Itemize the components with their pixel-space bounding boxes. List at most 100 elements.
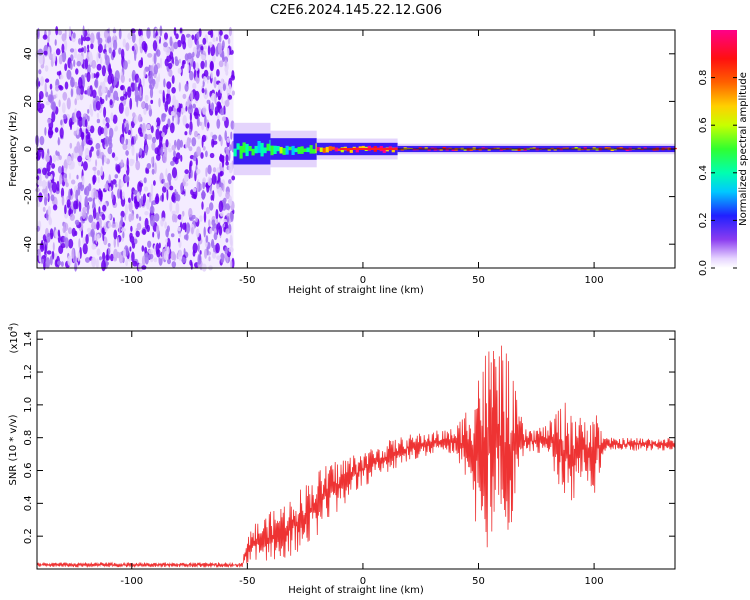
noise-speckle (210, 102, 215, 112)
noise-speckle (85, 134, 91, 145)
noise-speckle (207, 122, 210, 129)
noise-speckle (101, 65, 106, 77)
noise-speckle (184, 53, 189, 61)
noise-speckle (82, 36, 87, 42)
noise-speckle (85, 234, 89, 245)
noise-speckle (41, 258, 45, 264)
noise-speckle (173, 150, 176, 158)
noise-speckle (180, 65, 183, 77)
noise-speckle (139, 86, 142, 98)
noise-speckle (221, 158, 225, 168)
noise-speckle (113, 156, 119, 161)
noise-speckle (133, 190, 138, 195)
noise-speckle (187, 36, 193, 49)
noise-speckle (181, 60, 185, 69)
noise-speckle (86, 205, 89, 215)
noise-speckle (188, 146, 193, 152)
noise-speckle (137, 127, 142, 135)
noise-speckle (165, 168, 168, 178)
noise-speckle (175, 33, 179, 40)
noise-speckle (191, 137, 197, 147)
noise-speckle (46, 250, 52, 255)
noise-speckle (216, 218, 219, 225)
noise-speckle (81, 175, 85, 186)
noise-speckle (107, 42, 113, 50)
noise-speckle (152, 40, 158, 52)
noise-speckle (59, 174, 63, 185)
noise-speckle (230, 212, 234, 221)
noise-speckle (221, 50, 225, 61)
noise-speckle (152, 231, 155, 238)
noise-speckle (51, 163, 56, 169)
noise-speckle (38, 81, 41, 87)
noise-speckle (84, 58, 89, 70)
noise-speckle (195, 62, 199, 71)
noise-speckle (76, 126, 79, 136)
signal-cell (418, 147, 422, 150)
noise-speckle (49, 94, 54, 104)
noise-speckle (84, 196, 88, 208)
noise-speckle (140, 195, 144, 206)
noise-speckle (90, 228, 95, 238)
signal-cell (316, 147, 320, 151)
noise-speckle (125, 122, 129, 133)
noise-speckle (132, 112, 136, 118)
noise-speckle (78, 77, 83, 89)
signal-cell (349, 147, 353, 153)
noise-speckle (73, 112, 76, 124)
noise-speckle (168, 148, 172, 153)
noise-speckle (55, 26, 59, 36)
noise-speckle (122, 231, 125, 239)
noise-speckle (78, 116, 83, 128)
noise-speckle (68, 26, 72, 38)
signal-cell (610, 148, 614, 151)
noise-speckle (138, 114, 142, 123)
noise-speckle (211, 238, 215, 249)
noise-speckle (102, 230, 105, 242)
noise-speckle (127, 32, 133, 40)
noise-speckle (165, 139, 169, 148)
noise-speckle (183, 173, 189, 183)
noise-speckle (165, 238, 168, 243)
noise-speckle (163, 78, 166, 88)
noise-speckle (187, 64, 190, 73)
noise-speckle (180, 33, 186, 45)
noise-speckle (82, 128, 86, 133)
noise-speckle (150, 125, 154, 134)
x-tick-label: 0 (360, 275, 366, 286)
noise-speckle (114, 183, 118, 188)
noise-speckle (89, 54, 92, 66)
snr-series-line (36, 345, 676, 568)
noise-speckle (111, 191, 114, 200)
noise-speckle (120, 85, 124, 91)
noise-speckle (74, 146, 79, 154)
noise-speckle (119, 189, 123, 200)
noise-speckle (202, 106, 207, 115)
signal-cell (245, 143, 249, 157)
noise-speckle (216, 183, 220, 190)
noise-speckle (57, 136, 60, 146)
signal-cell (331, 146, 335, 150)
noise-speckle (204, 89, 207, 95)
x-tick-label: -100 (120, 576, 143, 587)
noise-speckle (44, 244, 47, 256)
noise-speckle (181, 108, 187, 113)
snr-x-axis-label: Height of straight line (km) (288, 585, 424, 596)
noise-speckle (176, 138, 181, 151)
noise-speckle (76, 60, 82, 67)
signal-cell (260, 142, 264, 157)
x-tick-label: 50 (472, 275, 485, 286)
noise-speckle (202, 37, 207, 45)
noise-speckle (64, 63, 68, 71)
signal-cell (303, 148, 307, 152)
noise-speckle (44, 82, 47, 94)
noise-speckle (61, 195, 65, 206)
noise-speckle (61, 165, 64, 176)
colorbar-ticks: 0.0 0.2 0.4 0.6 0.8 (698, 70, 737, 276)
noise-speckle (100, 127, 105, 135)
noise-speckle (162, 186, 167, 193)
noise-speckle (162, 178, 165, 184)
noise-speckle (216, 114, 220, 121)
noise-speckle (123, 89, 126, 95)
